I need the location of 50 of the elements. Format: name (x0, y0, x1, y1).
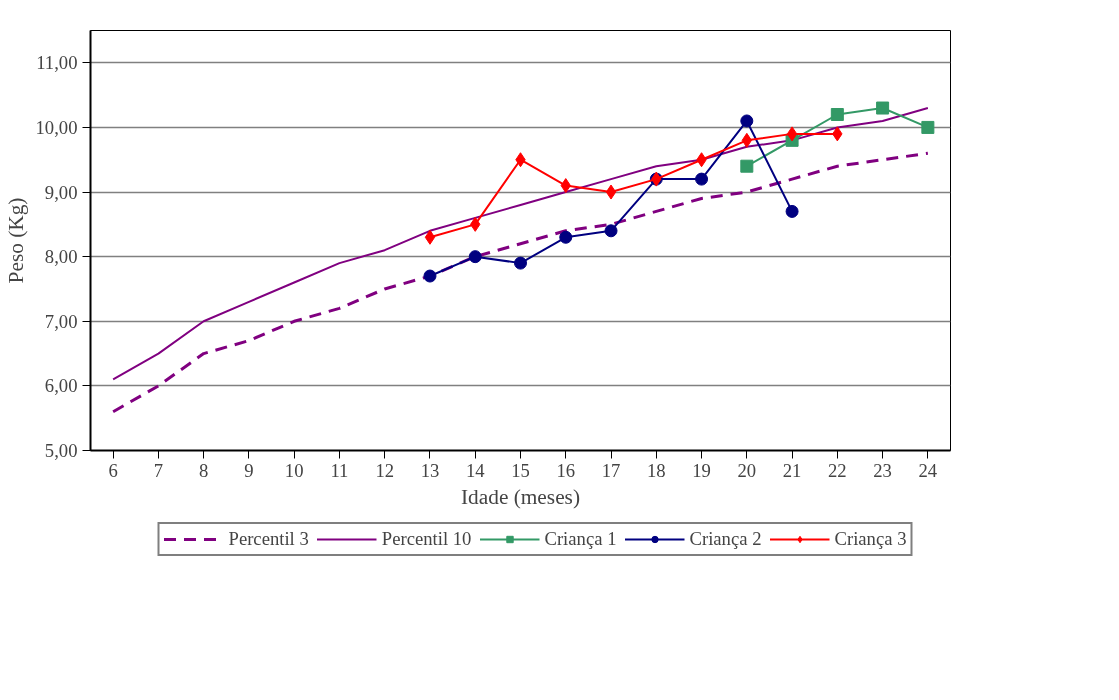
x-tick-label: 14 (465, 459, 486, 481)
x-tick-label: 12 (375, 459, 395, 481)
x-tick-label: 18 (646, 459, 666, 481)
legend-label: Percentil 10 (381, 528, 472, 550)
x-axis-title: Idade (meses) (460, 484, 581, 509)
x-tick-label: 11 (330, 459, 349, 481)
x-tick-label: 17 (601, 459, 621, 481)
legend-label: Criança 2 (689, 528, 762, 550)
legend-label: Criança 1 (544, 528, 617, 550)
x-tick-label: 16 (556, 459, 576, 481)
x-tick-label: 22 (828, 459, 847, 481)
y-axis-title: Peso (Kg) (3, 197, 28, 284)
x-tick-label: 9 (244, 459, 254, 481)
point (740, 114, 754, 128)
point (786, 126, 798, 142)
y-tick-label: 11,00 (36, 52, 78, 74)
line-series (112, 107, 929, 381)
point (830, 108, 844, 121)
legend-label: Criança 3 (834, 528, 907, 550)
x-tick-label: 10 (284, 459, 304, 481)
x-tick-label: 20 (737, 459, 757, 481)
x-tick-label: 24 (918, 459, 938, 481)
y-tick-label: 10,00 (35, 116, 78, 138)
x-tick-label: 23 (873, 459, 892, 481)
x-tick-label: 6 (108, 459, 118, 481)
point (921, 120, 935, 134)
y-tick-label: 6,00 (44, 375, 78, 397)
x-tick-label: 19 (692, 459, 711, 481)
point (468, 250, 482, 264)
point (604, 224, 618, 238)
x-tick-label: 21 (782, 459, 802, 481)
x-tick-label: 8 (198, 459, 209, 481)
point (514, 256, 527, 270)
legend-label: Percentil 3 (228, 528, 309, 550)
y-tick-label: 9,00 (44, 181, 78, 203)
point (785, 204, 799, 218)
point (424, 229, 436, 245)
y-tick-label: 8,00 (44, 246, 78, 268)
point (695, 172, 709, 186)
point (876, 101, 890, 115)
point (740, 159, 754, 173)
x-tick-label: 7 (153, 459, 164, 481)
point (559, 230, 573, 244)
y-tick-label: 5,00 (44, 440, 78, 461)
x-tick-label: 13 (420, 459, 440, 481)
x-tick-label: 15 (511, 459, 530, 481)
point (605, 184, 617, 200)
point (423, 269, 437, 283)
y-tick-label: 7,00 (44, 310, 78, 332)
line-series (111, 151, 930, 414)
